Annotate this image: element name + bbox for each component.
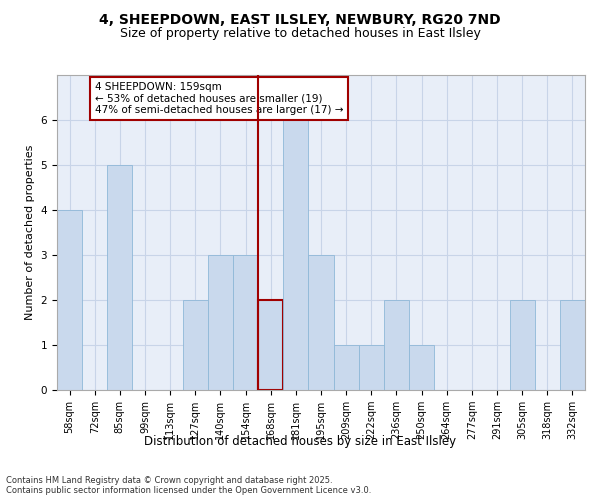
Bar: [183, 300, 208, 390]
Bar: [308, 255, 334, 390]
Text: 4 SHEEPDOWN: 159sqm
← 53% of detached houses are smaller (19)
47% of semi-detach: 4 SHEEPDOWN: 159sqm ← 53% of detached ho…: [95, 82, 343, 115]
Bar: [208, 255, 233, 390]
Bar: [233, 255, 258, 390]
Bar: [57, 210, 82, 390]
Bar: [560, 300, 585, 390]
Bar: [509, 300, 535, 390]
Text: Contains HM Land Registry data © Crown copyright and database right 2025.
Contai: Contains HM Land Registry data © Crown c…: [6, 476, 371, 495]
Bar: [107, 165, 133, 390]
Text: Distribution of detached houses by size in East Ilsley: Distribution of detached houses by size …: [144, 435, 456, 448]
Bar: [283, 120, 308, 390]
Bar: [359, 345, 384, 390]
Bar: [334, 345, 359, 390]
Bar: [409, 345, 434, 390]
Text: 4, SHEEPDOWN, EAST ILSLEY, NEWBURY, RG20 7ND: 4, SHEEPDOWN, EAST ILSLEY, NEWBURY, RG20…: [99, 12, 501, 26]
Bar: [384, 300, 409, 390]
Text: Size of property relative to detached houses in East Ilsley: Size of property relative to detached ho…: [119, 28, 481, 40]
Bar: [258, 300, 283, 390]
Y-axis label: Number of detached properties: Number of detached properties: [25, 145, 35, 320]
